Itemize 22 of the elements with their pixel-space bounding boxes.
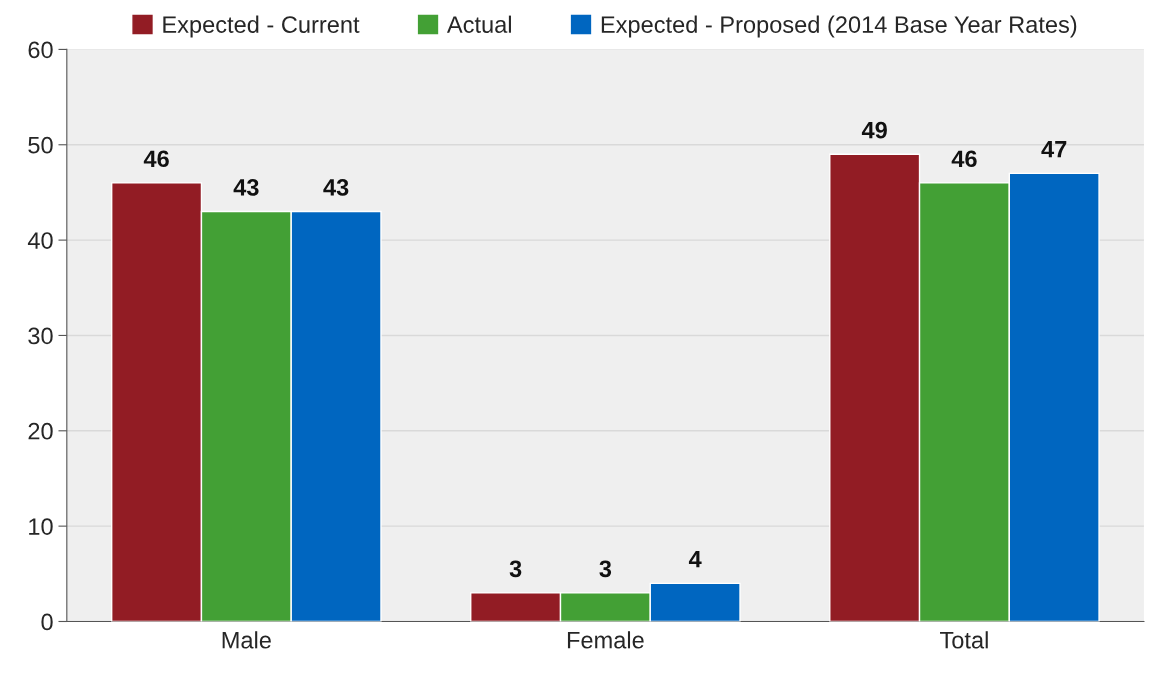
data-label: 43 [233, 179, 259, 196]
x-tick-label: Total [940, 631, 988, 649]
data-label: 46 [143, 150, 169, 168]
y-tick-label: 50 [28, 136, 53, 154]
y-tick-label: 10 [29, 518, 53, 535]
y-tick-label: 20 [28, 422, 53, 440]
data-label: 46 [951, 150, 977, 168]
data-label: 49 [861, 121, 887, 139]
x-tick-label: Female [567, 631, 644, 649]
y-tick-label: 40 [27, 232, 53, 249]
y-tick-label: 60 [28, 41, 53, 59]
legend-label: Expected - Proposed (2014 Base Year Rates) [601, 15, 1077, 38]
data-label: 47 [1041, 141, 1067, 158]
y-tick-label: 30 [28, 327, 53, 345]
legend-label: Actual [446, 15, 511, 33]
x-tick-label: Male [222, 631, 271, 649]
data-label: 4 [688, 551, 702, 568]
data-label: 3 [599, 560, 612, 578]
data-label: 43 [323, 179, 349, 196]
legend-label: Expected - Current [163, 15, 360, 38]
data-label: 3 [509, 560, 522, 578]
y-tick-label: 0 [41, 613, 53, 631]
